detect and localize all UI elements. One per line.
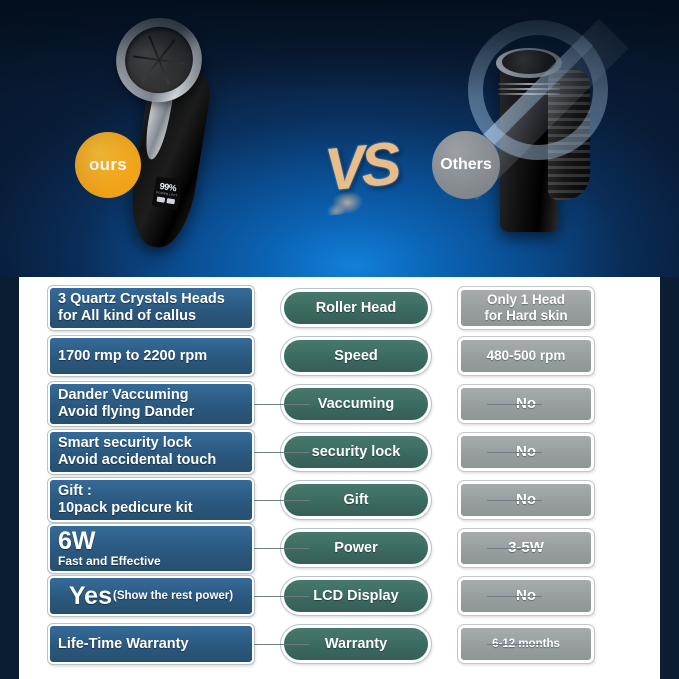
ours-cell: 1700 rmp to 2200 rpm bbox=[47, 335, 255, 377]
ours-value-line2: for All kind of callus bbox=[58, 308, 197, 324]
feature-pill: LCD Display bbox=[280, 576, 432, 616]
ours-value-line2: (Show the rest power) bbox=[112, 590, 234, 602]
hero-banner: 99% POWER LEFT ours VS Others bbox=[0, 0, 679, 277]
ours-product-image: 99% POWER LEFT bbox=[103, 4, 226, 252]
vs-graphic: VS bbox=[313, 115, 409, 217]
connector-line-right bbox=[487, 596, 542, 597]
ours-value-box: Gift :10pack pedicure kit bbox=[47, 477, 255, 523]
others-product-image bbox=[447, 18, 629, 248]
ours-value-line1: Life-Time Warranty bbox=[58, 635, 189, 652]
others-cell: Only 1 Head for Hard skin bbox=[457, 286, 595, 330]
ours-badge-label: ours bbox=[88, 155, 128, 174]
feature-label: Vaccuming bbox=[317, 396, 395, 412]
feature-label: security lock bbox=[311, 444, 401, 460]
connector-line-right bbox=[487, 404, 542, 405]
ours-value-line1: 3 Quartz Crystals Heads bbox=[58, 291, 225, 307]
connector-line-right bbox=[487, 548, 542, 549]
lcd-button-row bbox=[156, 196, 176, 205]
others-value-line1: No bbox=[516, 395, 536, 412]
feature-label: Gift bbox=[343, 492, 369, 508]
comparison-rows: 3 Quartz Crystals Heads for All kind of c… bbox=[19, 285, 660, 669]
feature-pill: Roller Head bbox=[280, 288, 432, 328]
ours-cell: Life-Time Warranty bbox=[47, 623, 255, 665]
others-badge-label: Others bbox=[440, 156, 492, 173]
table-row: Life-Time Warranty Warranty 6-12 months bbox=[19, 621, 660, 667]
table-row: 1700 rmp to 2200 rpm Speed 480-500 rpm bbox=[19, 333, 660, 379]
ours-cell: 6W Fast and Effective bbox=[47, 522, 255, 574]
feature-cell: Roller Head bbox=[280, 288, 432, 328]
feature-pill: Power bbox=[280, 528, 432, 568]
others-value-line1: No bbox=[516, 443, 536, 460]
ours-value-line2: Avoid flying Dander bbox=[58, 404, 195, 420]
table-row: Yes (Show the rest power) LCD Display No bbox=[19, 573, 660, 619]
disc-blade-line-icon bbox=[133, 55, 185, 65]
ours-cell: Smart security lock Avoid accidental touc… bbox=[47, 429, 255, 475]
others-value-line1: 480-500 rpm bbox=[486, 348, 566, 363]
ours-value-box: Life-Time Warranty bbox=[47, 623, 255, 665]
ours-value-line1: Gift : bbox=[58, 483, 92, 499]
feature-label: Warranty bbox=[324, 636, 388, 652]
ours-value-line1: Dander Vaccuming bbox=[58, 387, 189, 403]
connector-line-right bbox=[487, 452, 542, 453]
feature-label: Roller Head bbox=[315, 300, 397, 316]
ours-value-box: 1700 rmp to 2200 rpm bbox=[47, 335, 255, 377]
ours-value-line2: 10pack pedicure kit bbox=[58, 500, 193, 516]
table-row: 6W Fast and Effective Power 3-5W bbox=[19, 522, 660, 574]
feature-label: LCD Display bbox=[313, 588, 399, 604]
ours-value-line2: Avoid accidental touch bbox=[58, 452, 217, 468]
others-value-box: 480-500 rpm bbox=[457, 336, 595, 376]
others-cell: 480-500 rpm bbox=[457, 336, 595, 376]
others-value-line1: Only 1 Head bbox=[486, 292, 566, 307]
ours-cell: Dander Vaccuming Avoid flying Dander bbox=[47, 381, 255, 427]
ours-value-line1: Smart security lock bbox=[58, 435, 192, 451]
ours-badge: ours bbox=[75, 132, 141, 198]
ours-cell: 3 Quartz Crystals Heads for All kind of c… bbox=[47, 285, 255, 331]
others-badge: Others bbox=[432, 131, 500, 199]
connector-line-left bbox=[254, 644, 310, 645]
feature-cell: Power bbox=[280, 528, 432, 568]
comparison-table-panel: 3 Quartz Crystals Heads for All kind of c… bbox=[19, 277, 660, 679]
feature-pill: Gift bbox=[280, 480, 432, 520]
connector-line-left bbox=[254, 500, 310, 501]
feature-label: Power bbox=[334, 540, 378, 556]
ours-cell: Gift :10pack pedicure kit bbox=[47, 477, 255, 523]
connector-line-left bbox=[254, 452, 310, 453]
ours-value-box: Dander Vaccuming Avoid flying Dander bbox=[47, 381, 255, 427]
ours-value-line1: 1700 rmp to 2200 rpm bbox=[58, 347, 208, 364]
feature-cell: LCD Display bbox=[280, 576, 432, 616]
comparison-table-frame: 3 Quartz Crystals Heads for All kind of c… bbox=[0, 277, 679, 679]
ours-value-line1: Yes bbox=[68, 581, 112, 610]
table-row: Gift :10pack pedicure kit Gift No bbox=[19, 477, 660, 523]
ours-value-line1: 6W bbox=[58, 526, 96, 555]
connector-line-left bbox=[254, 548, 310, 549]
others-value-line1: 3-5W bbox=[508, 539, 544, 556]
ours-value-box: 3 Quartz Crystals Heads for All kind of c… bbox=[47, 285, 255, 331]
others-value-line1: No bbox=[516, 491, 536, 508]
table-row: Smart security lock Avoid accidental touc… bbox=[19, 429, 660, 475]
feature-label: Speed bbox=[334, 348, 378, 364]
connector-line-right bbox=[487, 500, 542, 501]
ours-value-note: (Show the rest power) bbox=[113, 590, 233, 602]
table-row: Dander Vaccuming Avoid flying Dander Vaccu… bbox=[19, 381, 660, 427]
ours-value-box: Smart security lock Avoid accidental touc… bbox=[47, 429, 255, 475]
others-value-line1: No bbox=[516, 587, 536, 604]
ours-value-line2: Fast and Effective bbox=[58, 553, 161, 568]
table-row: 3 Quartz Crystals Heads for All kind of c… bbox=[19, 285, 660, 331]
feature-cell: Gift bbox=[280, 480, 432, 520]
others-value-line2: for Hard skin bbox=[484, 308, 568, 323]
feature-cell: Speed bbox=[280, 336, 432, 376]
others-value-box: Only 1 Head for Hard skin bbox=[457, 286, 595, 330]
ours-value-box: 6W Fast and Effective bbox=[47, 522, 255, 574]
ours-product-lcd-screen: 99% POWER LEFT bbox=[151, 176, 183, 210]
vs-label: VS bbox=[321, 128, 401, 204]
connector-line-left bbox=[254, 404, 310, 405]
ours-value-box: Yes (Show the rest power) bbox=[47, 575, 255, 617]
feature-pill: Speed bbox=[280, 336, 432, 376]
ours-cell: Yes (Show the rest power) bbox=[47, 575, 255, 617]
connector-line-right bbox=[487, 644, 542, 645]
connector-line-left bbox=[254, 596, 310, 597]
